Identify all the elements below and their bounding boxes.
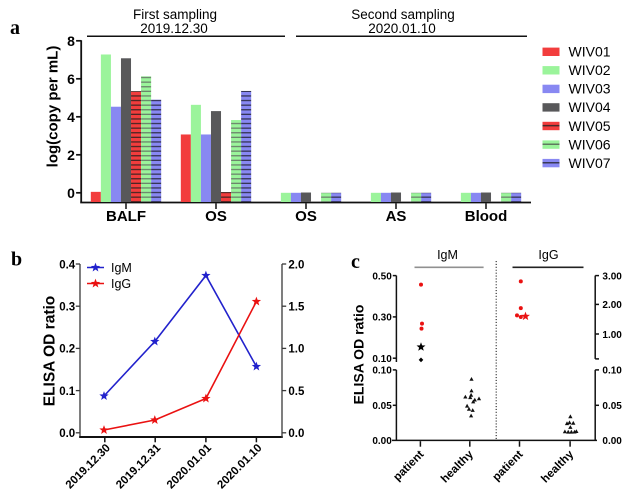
svg-text:3.00: 3.00 bbox=[602, 271, 622, 282]
svg-text:2019.12.30: 2019.12.30 bbox=[140, 21, 208, 36]
svg-text:1.0: 1.0 bbox=[288, 344, 304, 356]
svg-text:0.50: 0.50 bbox=[372, 271, 392, 282]
svg-text:0.05: 0.05 bbox=[602, 401, 622, 412]
svg-text:IgG: IgG bbox=[538, 248, 558, 262]
svg-text:IgM: IgM bbox=[111, 261, 132, 275]
svg-text:6: 6 bbox=[67, 71, 75, 87]
svg-text:BALF: BALF bbox=[106, 208, 146, 225]
svg-text:0.1: 0.1 bbox=[59, 386, 76, 398]
svg-text:1.5: 1.5 bbox=[288, 302, 305, 314]
svg-text:Second sampling: Second sampling bbox=[351, 7, 455, 22]
svg-text:0.30: 0.30 bbox=[372, 313, 392, 324]
svg-text:0.10: 0.10 bbox=[372, 354, 392, 365]
svg-text:0.3: 0.3 bbox=[59, 302, 75, 314]
svg-text:WIV04: WIV04 bbox=[569, 99, 611, 115]
svg-text:WIV06: WIV06 bbox=[569, 136, 611, 152]
svg-text:First sampling: First sampling bbox=[133, 7, 217, 22]
svg-text:IgG: IgG bbox=[111, 277, 131, 291]
svg-text:IgM: IgM bbox=[437, 248, 458, 262]
svg-text:2.0: 2.0 bbox=[288, 259, 304, 271]
svg-text:1.00: 1.00 bbox=[602, 330, 622, 341]
svg-text:0.10: 0.10 bbox=[602, 366, 622, 377]
svg-text:2: 2 bbox=[67, 147, 75, 163]
svg-text:0.0: 0.0 bbox=[59, 428, 75, 440]
svg-text:WIV05: WIV05 bbox=[569, 118, 611, 134]
svg-text:WIV07: WIV07 bbox=[569, 155, 611, 171]
svg-text:0.5: 0.5 bbox=[288, 386, 305, 398]
svg-text:WIV01: WIV01 bbox=[569, 44, 611, 60]
svg-text:log(copy per mL): log(copy per mL) bbox=[45, 46, 62, 168]
svg-text:AS: AS bbox=[386, 208, 407, 225]
svg-text:8: 8 bbox=[67, 33, 75, 49]
svg-text:c: c bbox=[351, 251, 360, 273]
svg-text:WIV03: WIV03 bbox=[569, 81, 611, 97]
svg-text:0: 0 bbox=[67, 185, 75, 201]
svg-text:2.00: 2.00 bbox=[602, 300, 622, 311]
svg-text:Blood: Blood bbox=[465, 208, 508, 225]
svg-text:0.2: 0.2 bbox=[59, 344, 75, 356]
svg-text:OS: OS bbox=[205, 208, 227, 225]
svg-text:0.00: 0.00 bbox=[602, 436, 622, 447]
svg-text:0.4: 0.4 bbox=[59, 259, 76, 271]
svg-text:a: a bbox=[10, 17, 20, 39]
svg-text:0.05: 0.05 bbox=[372, 401, 392, 412]
svg-text:WIV02: WIV02 bbox=[569, 62, 611, 78]
svg-text:ELISA OD ratio: ELISA OD ratio bbox=[351, 305, 367, 405]
svg-text:0.0: 0.0 bbox=[288, 428, 304, 440]
svg-text:2020.01.10: 2020.01.10 bbox=[368, 21, 436, 36]
svg-text:4: 4 bbox=[67, 109, 75, 125]
svg-text:ELISA OD ratio: ELISA OD ratio bbox=[42, 296, 59, 407]
svg-text:b: b bbox=[11, 249, 22, 271]
svg-text:OS: OS bbox=[295, 208, 317, 225]
svg-text:0.00: 0.00 bbox=[372, 436, 392, 447]
svg-text:0.10: 0.10 bbox=[372, 366, 392, 377]
